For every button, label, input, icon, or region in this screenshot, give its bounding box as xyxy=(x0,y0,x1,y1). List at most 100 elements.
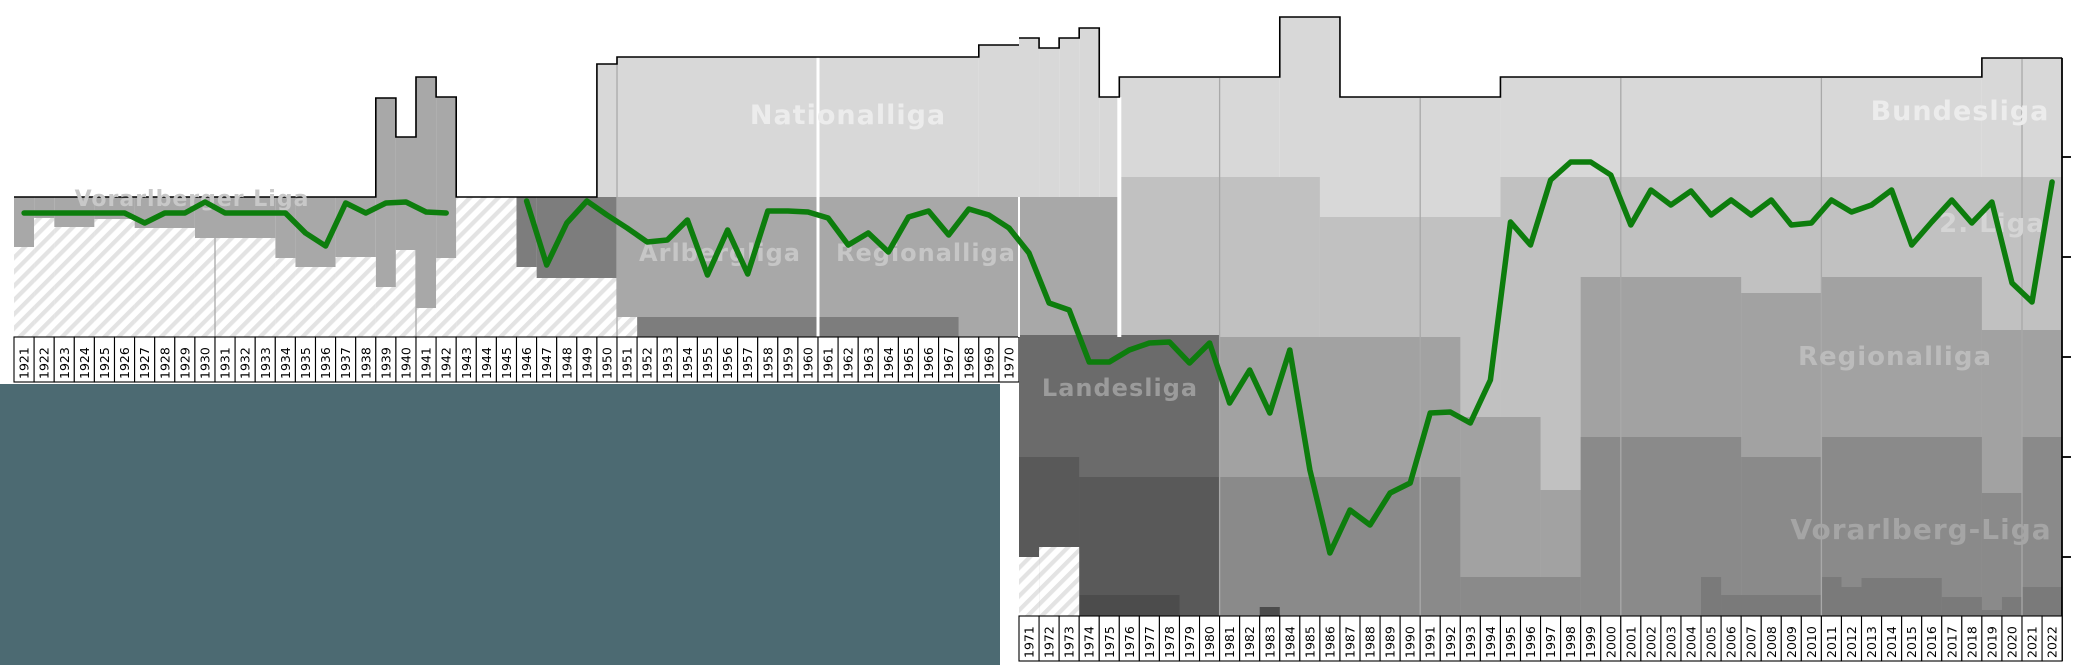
no-league-hatch xyxy=(456,197,517,337)
league-band xyxy=(1259,607,1280,616)
no-league-hatch xyxy=(617,317,638,337)
year-label: 1956 xyxy=(720,347,735,379)
no-league-hatch xyxy=(134,228,195,337)
year-label: 1983 xyxy=(1262,626,1277,658)
year-cell xyxy=(2041,615,2063,662)
year-label: 1934 xyxy=(278,347,293,379)
year-label: 1958 xyxy=(760,347,775,379)
year-label: 1996 xyxy=(1523,626,1538,658)
year-label: 1946 xyxy=(519,347,534,379)
league-band xyxy=(1941,597,1982,616)
year-axis: 1971 1972 1973 1974 1975 1976 1977 1978 1979 1980… xyxy=(1018,615,2063,662)
league-band xyxy=(436,97,457,258)
year-label: 1951 xyxy=(620,347,635,379)
no-league-hatch xyxy=(536,278,617,337)
panel-junction-divider xyxy=(1018,197,1020,337)
no-league-hatch xyxy=(34,218,55,337)
year-label: 2011 xyxy=(1824,626,1839,658)
year-label: 2012 xyxy=(1844,626,1859,658)
year-label: 1968 xyxy=(961,347,976,379)
year-label: 1991 xyxy=(1423,626,1438,658)
year-label: 2004 xyxy=(1684,626,1699,658)
year-label: 1990 xyxy=(1403,626,1418,658)
era-divider xyxy=(1117,97,1122,337)
year-label: 2014 xyxy=(1884,626,1899,658)
year-label: 1928 xyxy=(157,347,172,379)
year-label: 1972 xyxy=(1042,626,1057,658)
year-label: 1939 xyxy=(378,347,393,379)
year-label: 2021 xyxy=(2025,626,2040,658)
year-label: 1973 xyxy=(1062,626,1077,658)
year-label: 1980 xyxy=(1202,626,1217,658)
year-label: 1937 xyxy=(338,347,353,379)
placement-line xyxy=(523,198,1012,278)
year-label: 2000 xyxy=(1603,626,1618,658)
year-label: 1942 xyxy=(439,347,454,379)
year-label: 1941 xyxy=(419,347,434,379)
year-label: 1923 xyxy=(57,347,72,379)
year-label: 2018 xyxy=(1964,626,1979,658)
year-label: 2003 xyxy=(1663,626,1678,658)
year-label: 1938 xyxy=(358,347,373,379)
year-label: 1931 xyxy=(218,347,233,379)
year-label: 2019 xyxy=(1984,626,1999,658)
league-band xyxy=(1841,587,1862,616)
no-league-hatch xyxy=(1019,557,1040,616)
league-label: 2. Liga xyxy=(1939,209,2045,239)
league-band xyxy=(1741,457,1822,616)
year-label: 1975 xyxy=(1102,626,1117,658)
year-label: 1962 xyxy=(841,347,856,379)
year-label: 2017 xyxy=(1944,626,1959,658)
placement-line xyxy=(21,199,449,249)
league-label: Bundesliga xyxy=(1871,96,2050,127)
no-league-hatch xyxy=(275,258,296,337)
year-label: 1940 xyxy=(398,347,413,379)
year-label: 1982 xyxy=(1242,626,1257,658)
league-band xyxy=(2022,437,2063,616)
year-label: 1924 xyxy=(77,347,92,379)
year-label: 1943 xyxy=(459,347,474,379)
year-label: 2015 xyxy=(1904,626,1919,658)
panel-1971-2022: 1971 1972 1973 1974 1975 1976 1977 1978 1979 1980… xyxy=(1006,16,2071,662)
league-label: Landesliga xyxy=(1042,374,1198,402)
year-label: 1944 xyxy=(479,347,494,379)
year-label: 1970 xyxy=(1001,347,1016,379)
year-label: 1932 xyxy=(238,347,253,379)
league-label: Regionalliga xyxy=(1798,342,1992,372)
year-label: 1966 xyxy=(921,347,936,379)
league-band xyxy=(416,77,437,308)
year-label: 1988 xyxy=(1363,626,1378,658)
year-label: 1955 xyxy=(700,347,715,379)
league-band xyxy=(1721,595,1822,616)
year-label: 2002 xyxy=(1643,626,1658,658)
year-label: 1999 xyxy=(1583,626,1598,658)
league-band xyxy=(1701,577,1722,616)
era-divider xyxy=(816,57,820,337)
panel-1921-1970: 1921 1922 1923 1924 1925 1926 1927 1928 1929 1930… xyxy=(13,44,1020,383)
no-league-hatch xyxy=(416,308,437,337)
no-league-hatch xyxy=(375,287,396,337)
year-label: 1945 xyxy=(499,347,514,379)
year-label: 1954 xyxy=(680,347,695,379)
year-label: 1964 xyxy=(881,347,896,379)
league-band xyxy=(2001,597,2022,616)
year-label: 2001 xyxy=(1623,626,1638,658)
year-label: 1965 xyxy=(901,347,916,379)
band-layer-tier7 xyxy=(1079,595,1280,616)
league-band xyxy=(1219,477,1461,616)
league-band xyxy=(2022,587,2063,616)
league-band xyxy=(395,137,416,250)
year-label: 1974 xyxy=(1082,626,1097,658)
year-label: 1925 xyxy=(97,347,112,379)
year-label: 1979 xyxy=(1182,626,1197,658)
league-top-outline xyxy=(14,44,1019,198)
band-layer-hatch xyxy=(1019,547,1080,616)
year-label: 2020 xyxy=(2004,626,2019,658)
year-label: 1992 xyxy=(1443,626,1458,658)
league-band xyxy=(1821,577,1842,616)
year-label: 1985 xyxy=(1302,626,1317,658)
league-label: Vorarlberg-Liga xyxy=(1790,513,2051,546)
year-label: 1949 xyxy=(579,347,594,379)
no-league-hatch xyxy=(335,257,376,337)
